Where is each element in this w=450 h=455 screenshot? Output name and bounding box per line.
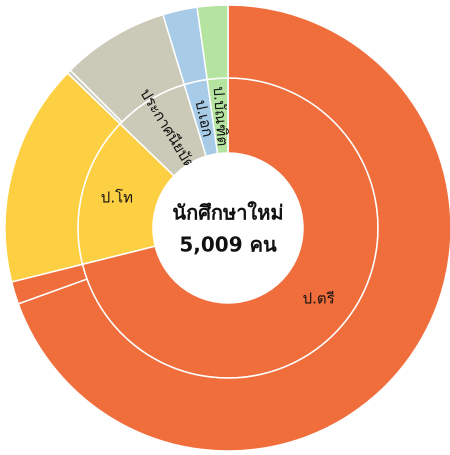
center-title: นักศึกษาใหม่ [172,201,283,225]
center-hole [153,153,303,303]
segment-label: ป.โท [101,189,133,207]
center-value: 5,009 คน [179,233,277,257]
outer-segment [17,4,450,452]
segment-label: ป.ตรี [303,289,335,307]
outer-segment [196,4,229,81]
segment-label: ป.บัณฑิต [210,86,232,147]
